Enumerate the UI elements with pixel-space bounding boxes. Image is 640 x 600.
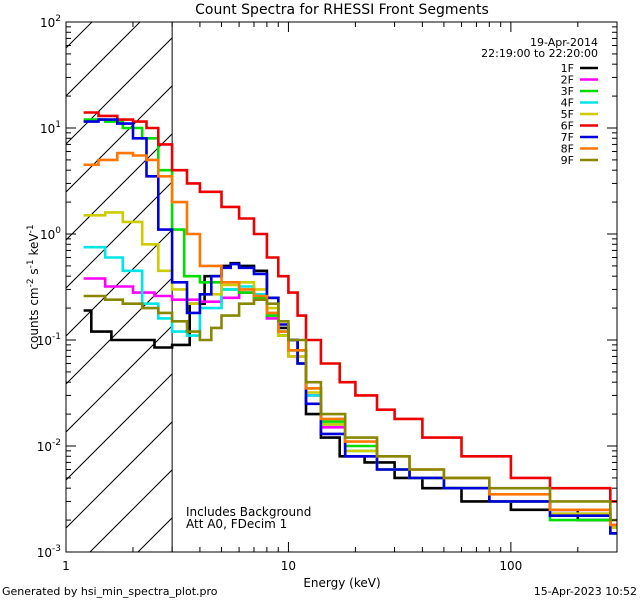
x-tick-label: 1	[62, 559, 70, 573]
y-tick-label: 10-1	[37, 332, 61, 348]
observation-time-range: 22:19:00 to 22:20:00	[481, 47, 598, 60]
y-tick-label: 10-2	[37, 438, 61, 454]
legend-label: 4F	[561, 97, 574, 110]
hatch-line	[66, 22, 93, 49]
legend-label: 8F	[561, 143, 574, 156]
hatched-region	[0, 0, 173, 552]
series-9F	[83, 294, 617, 522]
series-layer	[83, 111, 617, 535]
series-1F	[83, 261, 617, 535]
footer-generated-by: Generated by hsi_min_spectra_plot.pro	[2, 585, 218, 598]
annotation-attenuator: Att A0, FDecim 1	[186, 517, 287, 531]
hatch-line	[66, 421, 173, 529]
x-tick-labels: 1 10 100	[62, 559, 522, 573]
legend-label: 1F	[561, 62, 574, 75]
series-3F	[83, 118, 617, 535]
series-6F	[83, 111, 617, 503]
y-tick-label: 100	[40, 226, 61, 242]
series-7F	[83, 118, 617, 535]
hatch-line	[66, 37, 173, 145]
footer-timestamp: 15-Apr-2023 10:52	[534, 585, 637, 598]
y-tick-labels: 10-3 10-2 10-1 100 101 102	[37, 14, 62, 560]
series-8F	[83, 151, 617, 527]
series-5F	[83, 211, 617, 529]
annotation-background: Includes Background	[186, 505, 311, 519]
plot-frame	[65, 21, 618, 553]
y-tick-label: 10-3	[37, 544, 61, 560]
observation-date: 19-Apr-2014	[530, 36, 598, 49]
legend-label: 3F	[561, 85, 574, 98]
x-tick-label: 10	[281, 559, 296, 573]
axis-ticks	[65, 21, 618, 553]
hatch-line	[66, 85, 173, 193]
x-tick-label: 100	[499, 559, 522, 573]
legend-label: 2F	[561, 74, 574, 87]
x-axis-label: Energy (keV)	[303, 576, 380, 590]
hatch-line	[66, 229, 173, 337]
hatch-line	[66, 22, 141, 97]
hatch-line	[66, 325, 173, 433]
series-4F	[83, 245, 617, 529]
y-tick-label: 102	[40, 14, 61, 30]
hatch-line	[66, 133, 173, 241]
hatch-line	[66, 373, 173, 481]
legend-label: 5F	[561, 108, 574, 121]
legend-label: 9F	[561, 154, 574, 167]
legend-label: 6F	[561, 120, 574, 133]
y-tick-label: 101	[40, 120, 61, 136]
hatch-line	[0, 0, 114, 552]
y-axis-label: counts cm-2 s-1 keV-1	[26, 224, 41, 349]
chart-title: Count Spectra for RHESSI Front Segments	[195, 2, 489, 18]
legend-label: 7F	[561, 131, 574, 144]
hatch-line	[66, 181, 173, 289]
